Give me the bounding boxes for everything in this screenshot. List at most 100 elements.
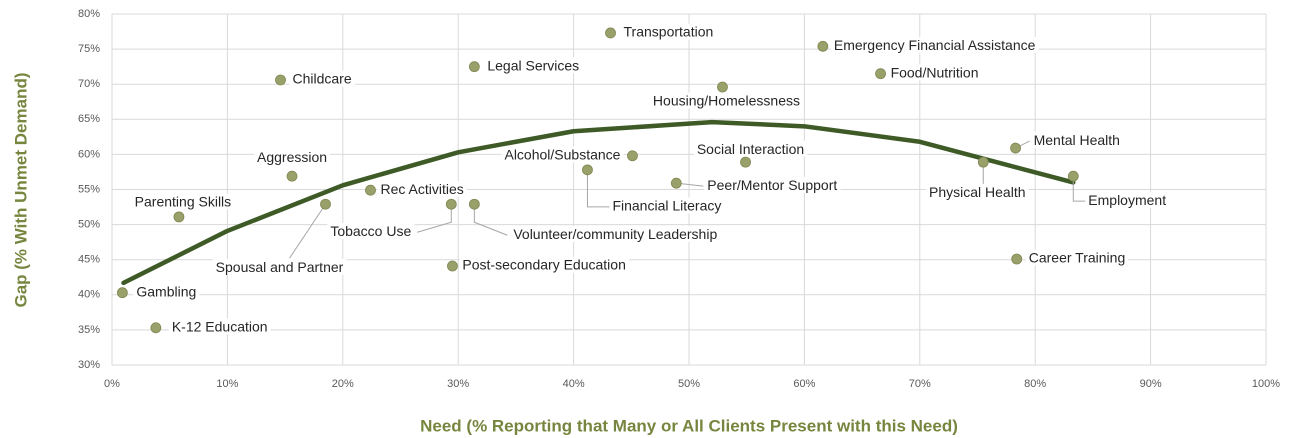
point-label: Alcohol/Substance — [504, 147, 620, 163]
point-label: Housing/Homelessness — [653, 93, 800, 109]
y-tick-label: 70% — [78, 78, 100, 90]
label-bg — [830, 36, 1039, 53]
x-tick-label: 80% — [1024, 378, 1046, 390]
label-bg — [887, 64, 982, 81]
label-bg — [1030, 131, 1123, 148]
point — [445, 198, 457, 210]
x-tick-label: 10% — [216, 378, 238, 390]
label-bg — [212, 258, 347, 275]
point-label: Transportation — [624, 24, 714, 40]
x-tick-label: 70% — [909, 378, 931, 390]
point — [670, 177, 682, 189]
y-tick-label: 75% — [78, 43, 100, 55]
label-bg — [377, 180, 467, 197]
x-tick-label: 20% — [332, 378, 354, 390]
point — [582, 164, 593, 176]
point-label: Gambling — [136, 283, 196, 299]
label-bg — [926, 183, 1029, 200]
leader-line — [289, 203, 326, 259]
label-bg — [510, 225, 721, 242]
label-bg — [1085, 191, 1170, 208]
leader-line — [473, 204, 508, 236]
point — [740, 156, 751, 168]
x-axis-title: Need (% Reporting that Many or All Clien… — [420, 416, 958, 435]
label-bg — [501, 146, 624, 163]
point-label: Emergency Financial Assistance — [834, 37, 1036, 53]
label-bg — [168, 318, 271, 335]
y-tick-label: 35% — [78, 324, 100, 336]
label-bg — [459, 256, 629, 273]
point-label: Social Interaction — [697, 141, 804, 157]
point-label: Tobacco Use — [330, 223, 411, 239]
point-label: Mental Health — [1034, 132, 1120, 148]
y-tick-label: 50% — [78, 219, 100, 231]
x-tick-label: 40% — [563, 378, 585, 390]
x-tick-label: 90% — [1140, 378, 1162, 390]
y-tick-label: 30% — [78, 359, 100, 371]
y-tick-label: 45% — [78, 254, 100, 266]
label-bg — [327, 222, 415, 239]
point — [150, 322, 162, 334]
x-tick-label: 30% — [447, 378, 469, 390]
point — [977, 156, 989, 168]
label-bg — [133, 283, 200, 300]
y-tick-label: 80% — [78, 8, 100, 20]
leader-line — [586, 169, 610, 208]
point — [286, 170, 298, 182]
point-label: Legal Services — [487, 57, 579, 73]
point — [717, 81, 728, 93]
y-tick-label: 60% — [78, 148, 100, 160]
point-label: K-12 Education — [172, 318, 268, 334]
y-tick-label: 55% — [78, 183, 100, 195]
point-label: Rec Activities — [380, 181, 463, 197]
label-bg — [704, 176, 841, 193]
x-tick-label: 50% — [678, 378, 700, 390]
leader-line — [417, 204, 452, 233]
grid — [111, 13, 1267, 366]
point — [1010, 142, 1021, 154]
point-label: Career Training — [1029, 250, 1126, 266]
label-bg — [609, 197, 725, 214]
point-label: Volunteer/community Leadership — [513, 226, 717, 242]
label-bg — [693, 140, 808, 157]
point — [605, 27, 616, 39]
point — [468, 198, 480, 210]
point — [1011, 253, 1023, 265]
y-tick-label: 65% — [78, 113, 100, 125]
point — [365, 184, 376, 196]
point — [173, 211, 185, 223]
point — [1067, 170, 1079, 182]
labels: Transportation Emergency Financial Assist… — [131, 23, 1170, 335]
point-label: Financial Literacy — [612, 198, 721, 214]
point-label: Childcare — [292, 71, 351, 87]
point — [468, 61, 480, 73]
label-bg — [289, 70, 355, 87]
point — [447, 260, 458, 272]
point-label: Employment — [1088, 192, 1166, 208]
point — [320, 198, 331, 210]
label-bg — [254, 148, 331, 165]
point-label: Parenting Skills — [135, 194, 232, 210]
point-label: Post-secondary Education — [462, 257, 625, 273]
y-tick-label: 40% — [78, 289, 100, 301]
label-bg — [620, 23, 717, 40]
label-bg — [649, 92, 804, 109]
leader-line — [1072, 176, 1086, 202]
x-tick-label: 60% — [793, 378, 815, 390]
point-label: Food/Nutrition — [891, 64, 979, 80]
point — [627, 150, 638, 162]
label-bg — [131, 193, 235, 210]
x-tick-label: 0% — [104, 378, 120, 390]
point-label: Spousal and Partner — [216, 259, 344, 275]
point-label: Peer/Mentor Support — [707, 177, 837, 193]
point-label: Physical Health — [929, 184, 1026, 200]
point — [875, 68, 886, 80]
x-tick-label: 100% — [1252, 378, 1280, 390]
point — [116, 287, 128, 299]
point — [275, 74, 286, 86]
point — [817, 40, 829, 52]
point-label: Aggression — [257, 149, 327, 165]
label-bg — [484, 57, 583, 74]
label-bg — [1025, 249, 1129, 266]
